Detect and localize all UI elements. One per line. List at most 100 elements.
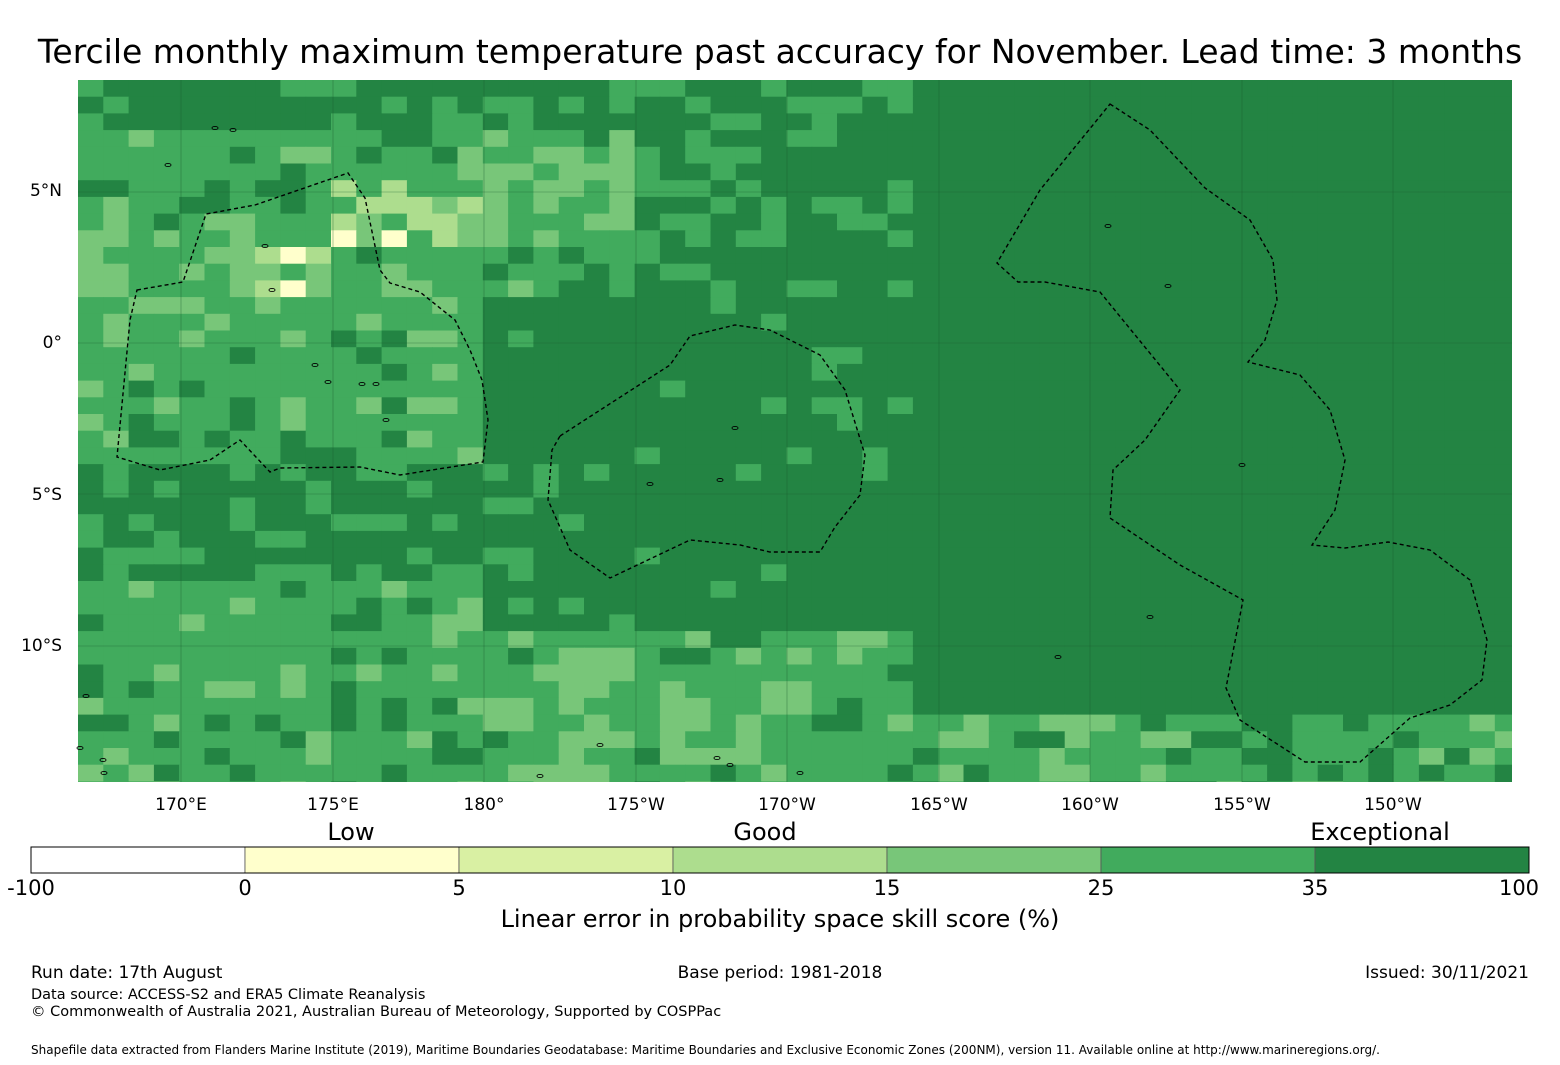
grid-cell	[1140, 414, 1167, 432]
grid-cell	[1494, 681, 1512, 699]
grid-cell	[1267, 347, 1293, 365]
grid-cell	[280, 96, 307, 114]
grid-cell	[1267, 647, 1293, 665]
grid-cell	[786, 514, 813, 532]
grid-cell	[912, 163, 939, 181]
grid-cell	[1393, 597, 1420, 615]
grid-cell	[1393, 230, 1420, 248]
grid-cell	[584, 380, 610, 398]
grid-cell	[381, 163, 408, 181]
grid-cell	[1241, 330, 1268, 348]
grid-cell	[685, 247, 711, 265]
grid-cell	[457, 247, 484, 265]
grid-cell	[634, 514, 661, 532]
grid-cell	[811, 748, 838, 766]
grid-cell	[1393, 414, 1420, 432]
grid-cell	[153, 80, 180, 98]
grid-cell	[938, 764, 964, 782]
grid-cell	[1343, 764, 1369, 782]
grid-cell	[659, 130, 686, 148]
grid-cell	[331, 614, 357, 632]
grid-cell	[255, 263, 281, 281]
grid-cell	[78, 764, 104, 782]
grid-cell	[1444, 146, 1470, 164]
grid-cell	[406, 113, 433, 131]
grid-cell	[710, 380, 737, 398]
grid-cell	[761, 697, 787, 716]
grid-cell	[862, 647, 889, 665]
grid-cell	[811, 581, 838, 599]
grid-cell	[457, 230, 484, 248]
grid-cell	[735, 664, 762, 682]
grid-cell	[1418, 96, 1445, 114]
grid-cell	[609, 447, 636, 465]
grid-cell	[229, 681, 256, 699]
grid-cell	[1317, 130, 1344, 148]
grid-cell	[482, 497, 509, 515]
grid-cell	[255, 547, 281, 565]
grid-cell	[963, 597, 990, 615]
grid-cell	[1216, 330, 1243, 348]
grid-cell	[153, 464, 180, 482]
grid-cell	[103, 564, 130, 582]
grid-cell	[558, 430, 585, 448]
grid-cell	[1140, 631, 1167, 649]
grid-cell	[1014, 731, 1040, 749]
grid-cell	[609, 313, 636, 331]
grid-cell	[1191, 96, 1217, 114]
grid-cell	[963, 180, 990, 198]
grid-cell	[1368, 514, 1395, 532]
grid-cell	[1267, 614, 1293, 632]
grid-cell	[912, 347, 939, 365]
island-outline	[261, 243, 269, 249]
grid-cell	[229, 263, 256, 281]
grid-cell	[1241, 363, 1268, 382]
grid-cell	[1393, 631, 1420, 649]
grid-cell	[685, 547, 711, 565]
grid-cell	[558, 330, 585, 348]
grid-cell	[685, 564, 711, 582]
grid-cell	[406, 781, 433, 782]
grid-cell	[988, 397, 1015, 415]
grid-cell	[508, 731, 534, 749]
grid-cell	[482, 614, 509, 632]
grid-cell	[103, 80, 130, 98]
grid-cell	[128, 514, 155, 532]
grid-cell	[1343, 697, 1369, 716]
grid-cell	[811, 113, 838, 131]
grid-cell	[1165, 163, 1192, 181]
grid-cell	[305, 581, 332, 599]
grid-cell	[1165, 380, 1192, 398]
grid-cell	[432, 414, 458, 432]
grid-cell	[482, 764, 509, 782]
grid-cell	[1115, 764, 1142, 782]
grid-cell	[305, 380, 332, 398]
grid-cell	[103, 347, 130, 365]
grid-cell	[938, 614, 964, 632]
grid-cell	[862, 80, 889, 98]
grid-cell	[963, 347, 990, 365]
grid-cell	[153, 213, 180, 231]
grid-cell	[1343, 180, 1369, 198]
grid-cell	[761, 447, 787, 465]
grid-cell	[305, 547, 332, 565]
grid-cell	[887, 564, 914, 582]
grid-cell	[963, 697, 990, 716]
copyright: © Commonwealth of Australia 2021, Austra…	[31, 1004, 722, 1020]
grid-cell	[862, 330, 889, 348]
grid-cell	[153, 714, 180, 732]
grid-cell	[179, 430, 205, 448]
grid-cell	[1292, 130, 1319, 148]
grid-cell	[1267, 213, 1293, 231]
grid-cell	[255, 280, 281, 298]
grid-cell	[988, 96, 1015, 114]
grid-cell	[255, 397, 281, 415]
grid-cell	[938, 714, 964, 732]
grid-cell	[1039, 681, 1066, 699]
grid-cell	[1292, 514, 1319, 532]
grid-cell	[862, 764, 889, 782]
grid-cell	[482, 280, 509, 298]
grid-cell	[457, 330, 484, 348]
grid-cell	[988, 180, 1015, 198]
grid-cell	[1241, 430, 1268, 448]
